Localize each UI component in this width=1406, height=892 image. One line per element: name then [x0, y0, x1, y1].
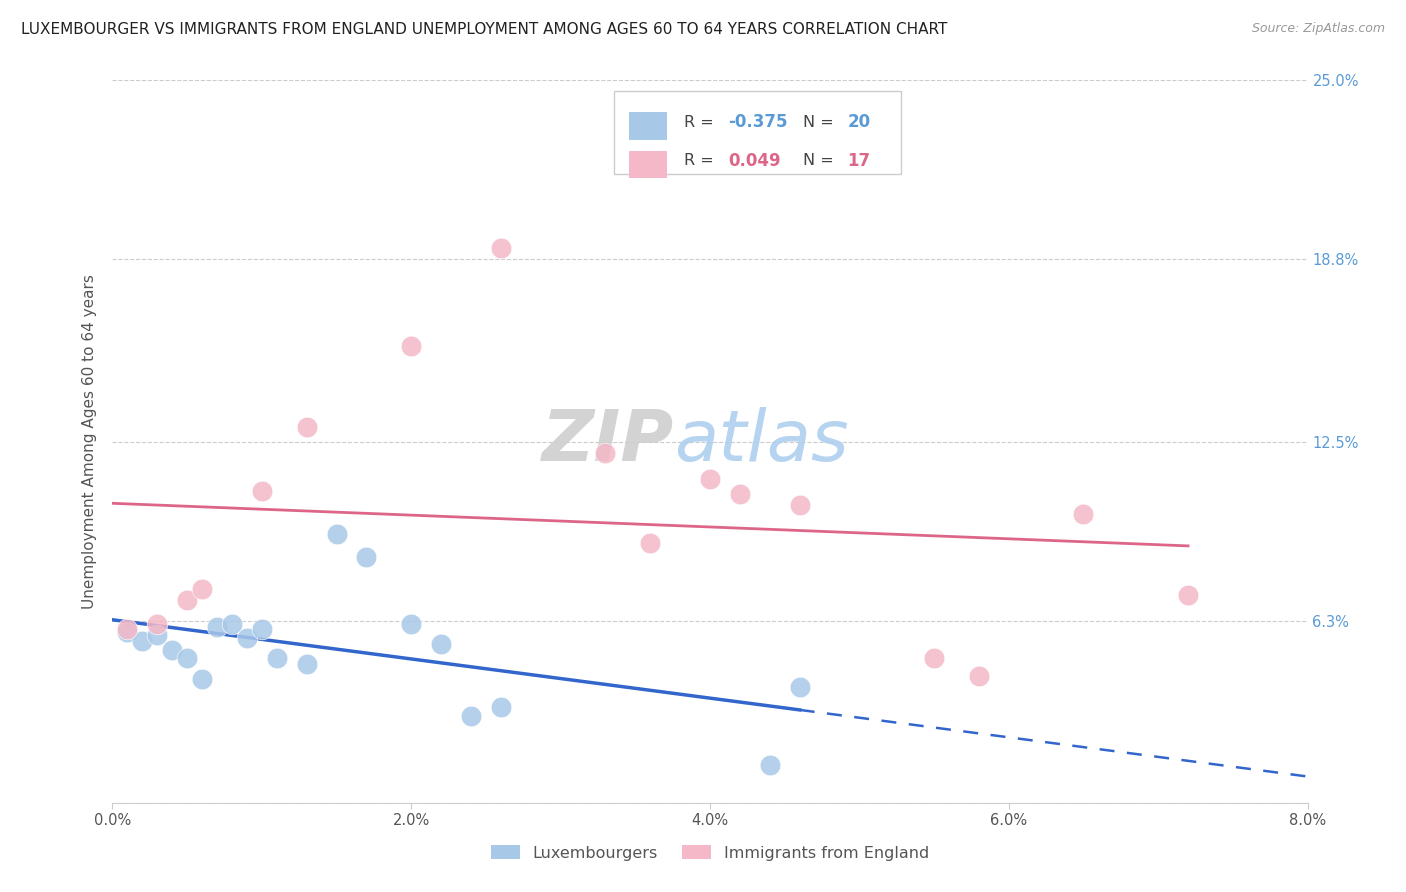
- Point: [356, 550, 378, 565]
- Text: 0.049: 0.049: [728, 152, 780, 169]
- Point: [176, 651, 198, 665]
- Point: [325, 527, 347, 541]
- Point: [117, 623, 139, 637]
- Point: [146, 628, 169, 642]
- Point: [401, 616, 423, 631]
- Point: [401, 339, 423, 353]
- Point: [759, 758, 782, 772]
- Y-axis label: Unemployment Among Ages 60 to 64 years: Unemployment Among Ages 60 to 64 years: [82, 274, 97, 609]
- Legend: Luxembourgers, Immigrants from England: Luxembourgers, Immigrants from England: [485, 838, 935, 867]
- Point: [266, 651, 288, 665]
- FancyBboxPatch shape: [614, 91, 901, 174]
- Point: [728, 486, 751, 500]
- Text: Source: ZipAtlas.com: Source: ZipAtlas.com: [1251, 22, 1385, 36]
- Point: [789, 680, 811, 694]
- Text: 17: 17: [848, 152, 870, 169]
- Point: [1073, 507, 1095, 521]
- Point: [789, 498, 811, 512]
- Text: 20: 20: [848, 113, 870, 131]
- Point: [250, 483, 273, 498]
- Point: [117, 625, 139, 640]
- Point: [460, 709, 482, 723]
- Point: [250, 623, 273, 637]
- Text: R =: R =: [683, 153, 713, 168]
- Point: [131, 634, 153, 648]
- Point: [295, 420, 318, 434]
- Text: N =: N =: [803, 115, 834, 130]
- FancyBboxPatch shape: [628, 151, 666, 178]
- Text: R =: R =: [683, 115, 713, 130]
- Point: [699, 472, 721, 486]
- Text: ZIP: ZIP: [541, 407, 675, 476]
- Point: [640, 535, 662, 549]
- Point: [146, 616, 169, 631]
- Text: LUXEMBOURGER VS IMMIGRANTS FROM ENGLAND UNEMPLOYMENT AMONG AGES 60 TO 64 YEARS C: LUXEMBOURGER VS IMMIGRANTS FROM ENGLAND …: [21, 22, 948, 37]
- Point: [489, 241, 512, 255]
- Point: [162, 642, 183, 657]
- Point: [295, 657, 318, 671]
- FancyBboxPatch shape: [628, 112, 666, 140]
- Point: [967, 668, 990, 682]
- Point: [236, 631, 259, 645]
- Text: N =: N =: [803, 153, 834, 168]
- Point: [176, 593, 198, 607]
- Point: [191, 582, 214, 596]
- Text: -0.375: -0.375: [728, 113, 787, 131]
- Point: [430, 637, 453, 651]
- Text: atlas: atlas: [675, 407, 849, 476]
- Point: [205, 619, 228, 633]
- Point: [595, 446, 617, 460]
- Point: [221, 616, 243, 631]
- Point: [191, 672, 214, 686]
- Point: [489, 700, 512, 714]
- Point: [1177, 588, 1199, 602]
- Point: [922, 651, 945, 665]
